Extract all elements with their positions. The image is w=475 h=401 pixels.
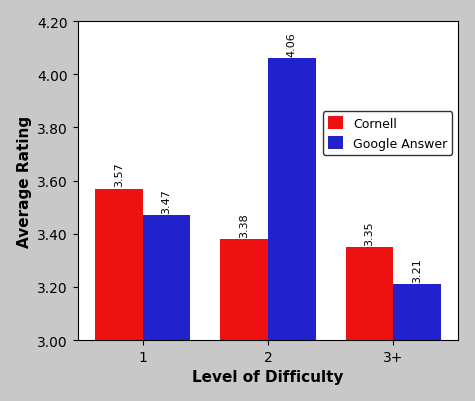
Text: 3.35: 3.35 xyxy=(365,221,375,245)
Bar xyxy=(220,239,268,401)
Y-axis label: Average Rating: Average Rating xyxy=(17,115,32,247)
Text: 3.57: 3.57 xyxy=(114,162,124,187)
Text: 3.38: 3.38 xyxy=(239,213,249,237)
Bar xyxy=(393,285,441,401)
Bar xyxy=(346,247,393,401)
Text: 4.06: 4.06 xyxy=(287,32,297,57)
Bar xyxy=(142,216,190,401)
Legend: Cornell, Google Answer: Cornell, Google Answer xyxy=(323,112,452,155)
Bar xyxy=(95,189,142,401)
Bar xyxy=(268,59,316,401)
Text: 3.21: 3.21 xyxy=(412,258,422,282)
X-axis label: Level of Difficulty: Level of Difficulty xyxy=(192,369,344,385)
Text: 3.47: 3.47 xyxy=(162,189,171,213)
